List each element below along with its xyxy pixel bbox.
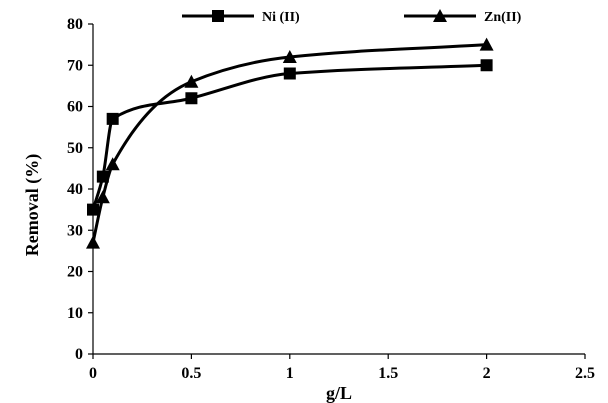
x-tick-label: 1 [286,365,294,382]
data-point-triangle [479,37,494,51]
data-point-triangle [105,157,120,171]
series-ni [87,59,493,216]
x-axis-ticks: 0 0.5 1 1.5 2 2.5 [89,354,595,382]
y-tick-label: 20 [67,264,83,281]
legend: Ni (II) Zn(II) [182,9,522,25]
data-point-square [283,67,296,80]
legend-marker-triangle [433,9,447,22]
data-point-square [87,203,99,216]
axes [92,24,585,355]
legend-item: Ni (II) [182,10,300,25]
legend-marker-square [212,10,224,22]
y-tick-label: 70 [67,57,83,74]
x-axis-label: g/L [326,383,352,403]
x-tick-label: 0 [89,365,97,382]
legend-label: Ni (II) [262,10,300,25]
data-point-triangle [282,50,297,63]
y-tick-label: 0 [75,346,83,363]
y-axis-label: Removal (%) [22,154,43,256]
x-tick-label: 1.5 [378,365,398,382]
x-tick-label: 2 [483,365,491,382]
legend-item: Zn(II) [404,9,522,25]
x-tick-label: 2.5 [575,365,595,382]
y-tick-label: 10 [67,305,83,322]
y-tick-label: 40 [67,181,83,198]
y-tick-label: 50 [67,140,83,157]
data-point-triangle [95,190,110,204]
y-tick-label: 30 [67,222,83,239]
data-point-square [480,59,493,72]
data-point-triangle [86,235,100,249]
data-point-square [96,170,109,183]
series-zn [86,37,494,249]
data-point-square [106,112,119,125]
legend-label: Zn(II) [484,10,522,25]
series-line [91,63,487,211]
y-tick-label: 80 [67,16,83,33]
x-tick-label: 0.5 [181,365,201,382]
data-point-square [185,92,198,105]
data-point-triangle [184,74,199,88]
y-tick-label: 60 [67,99,83,116]
series-layer [86,37,494,249]
y-axis-ticks: 0 10 20 30 40 50 60 70 80 [67,16,93,363]
